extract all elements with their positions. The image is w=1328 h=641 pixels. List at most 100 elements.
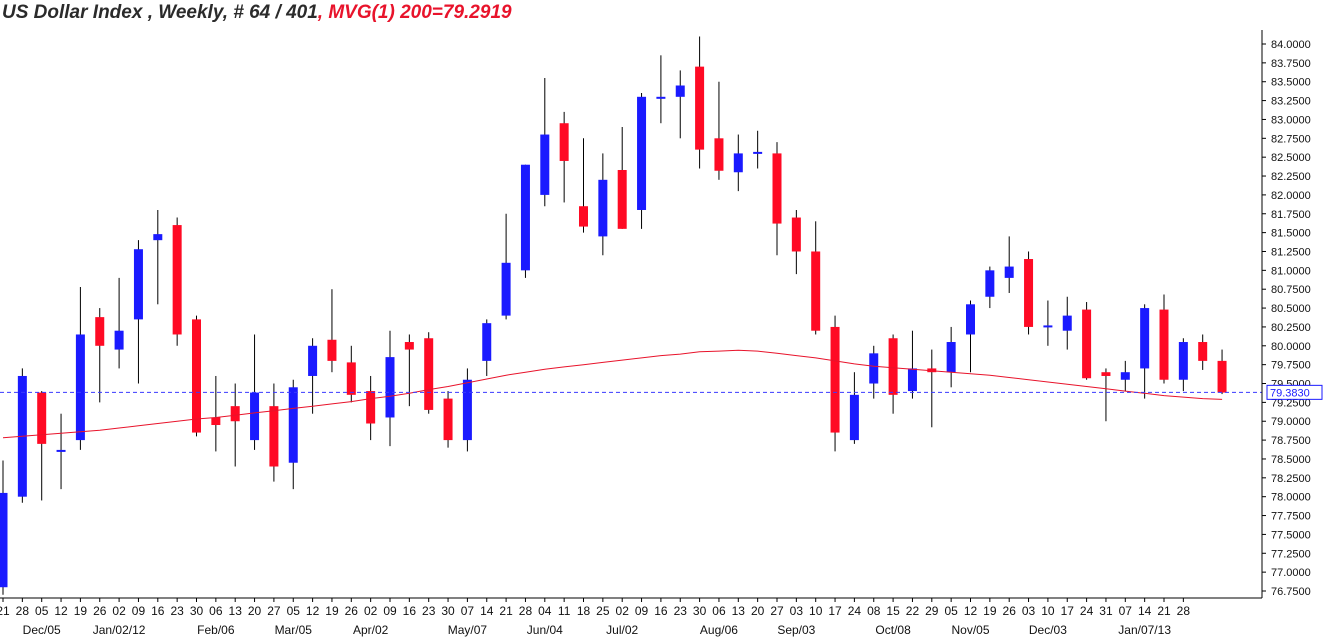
candle [985,266,995,309]
x-tick-label: 03 [790,604,804,618]
candle [598,153,608,256]
x-tick-label: 27 [770,604,784,618]
x-tick-label: 10 [1041,604,1055,618]
x-tick-label: 19 [983,604,997,618]
x-tick-label: 26 [1003,604,1017,618]
x-tick-label: 19 [74,604,88,618]
candle [153,209,163,305]
candle-body [830,326,840,433]
y-tick-label: 80.7500 [1271,284,1311,296]
candle-body [772,153,782,224]
candle [753,130,763,169]
candle-body [133,249,143,320]
candle [462,368,472,452]
candle-body [0,492,8,588]
candle [192,315,201,437]
last-price-label: 79.3830 [1270,387,1310,399]
candle-body [327,339,337,361]
candle-body [733,153,743,173]
candle [366,375,376,441]
candle-body [579,206,588,227]
x-tick-label: 07 [461,604,475,618]
x-tick-label: 02 [616,604,630,618]
x-tick-label: 16 [654,604,668,618]
candle-body [811,251,821,331]
candle [114,277,124,369]
candle-body [559,123,569,161]
x-tick-label: 18 [577,604,591,618]
candle-body [1159,309,1169,380]
candle-body [366,391,376,424]
candle [966,300,975,373]
x-tick-label: 07 [1119,604,1133,618]
candle [1120,360,1130,392]
y-tick-label: 80.2500 [1271,322,1311,334]
candle-body [114,330,124,350]
candle-body [1140,308,1150,369]
y-tick-label: 77.2500 [1271,548,1311,560]
candle-body [1178,342,1188,380]
x-tick-label: 12 [306,604,320,618]
x-tick-label: 09 [635,604,649,618]
x-tick-label: 12 [964,604,978,618]
candle-body [230,406,240,422]
moving-average-label: , MVG(1) 200=79.2919 [317,2,512,23]
x-axis: 21 28 05 12 19 26 02 09 16 23 30 06 13 20 27 05 12 19 26 02… [0,598,1190,637]
candle-body [753,151,763,154]
candle [888,334,898,414]
candle-body [791,217,801,252]
candle [1024,251,1034,335]
x-tick-label: 16 [151,604,165,618]
candle [830,315,840,452]
x-tick-label: 30 [190,604,204,618]
candle [269,383,279,482]
x-tick-label: 31 [1099,604,1113,618]
candle [95,308,105,403]
candle [637,93,647,229]
last-price-box [1266,384,1323,400]
candle [288,379,298,490]
y-tick-label: 83.0000 [1271,114,1311,126]
x-tick-label: 23 [674,604,688,618]
x-tick-label: 26 [345,604,359,618]
candle-body [520,164,530,271]
x-tick-label: 20 [751,604,765,618]
candle [1198,334,1208,370]
candle-body [985,270,995,297]
candles-layer [0,36,1227,595]
candle [75,286,85,450]
candle [482,319,492,376]
candle-body [443,398,453,441]
candle [1082,302,1092,380]
x-month-label: Jan/07/13 [1118,623,1171,637]
candle [424,332,434,414]
candle-body [598,179,608,237]
y-axis: 84.0000 83.7500 83.5000 83.2500 83.0000 82.75… [0,30,1311,599]
x-tick-label: 19 [325,604,339,618]
candle-body [1198,342,1208,361]
candle [230,383,240,467]
candle [540,77,550,207]
candle-body [1024,259,1034,327]
candle-body [946,342,956,373]
x-tick-label: 05 [944,604,958,618]
candle [811,221,821,335]
x-month-label: Sep/03 [777,623,815,637]
y-tick-label: 76.7500 [1271,586,1311,598]
x-month-label: Dec/03 [1029,623,1067,637]
x-tick-label: 14 [1138,604,1152,618]
x-tick-label: 21 [499,604,513,618]
candle-body [172,225,182,335]
candle-body [714,138,724,171]
x-tick-label: 09 [383,604,397,618]
candle [733,134,743,192]
y-tick-label: 81.5000 [1271,228,1311,240]
x-month-label: Jan/02/12 [93,623,146,637]
candle-body [966,304,975,335]
candle [849,372,859,444]
candle-body [1043,325,1053,328]
x-tick-label: 17 [1061,604,1075,618]
candle [520,164,530,278]
y-tick-label: 78.0000 [1271,492,1311,504]
candle [907,330,917,399]
